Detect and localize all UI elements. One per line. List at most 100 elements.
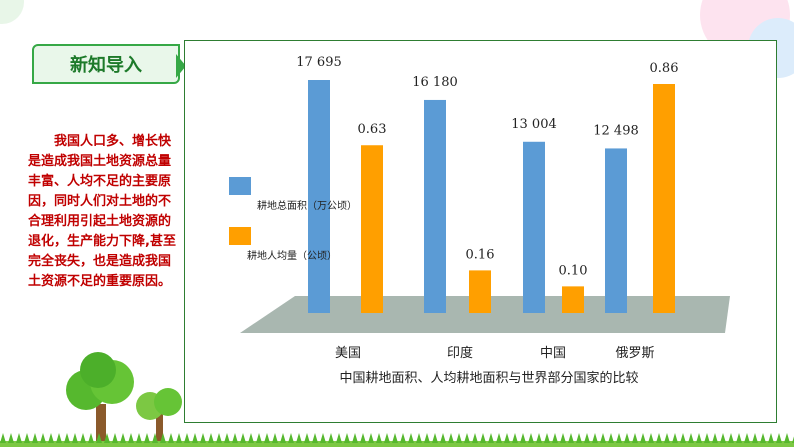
grass-blade bbox=[736, 433, 742, 443]
grass-blade bbox=[88, 433, 94, 443]
grass-blade bbox=[632, 433, 638, 443]
grass-blade bbox=[768, 433, 774, 443]
grass-blade bbox=[24, 433, 30, 443]
grass-blade bbox=[152, 433, 158, 443]
grass-blade bbox=[376, 433, 382, 443]
tag-arrow-icon bbox=[176, 54, 186, 78]
grass-blade bbox=[504, 433, 510, 443]
bar-per-capita-3 bbox=[653, 84, 675, 313]
legend-swatch-per-capita bbox=[229, 227, 251, 245]
grass-blade bbox=[480, 433, 486, 443]
grass-blade bbox=[448, 433, 454, 443]
grass-blade bbox=[552, 433, 558, 443]
grass-blade bbox=[456, 433, 462, 443]
grass-blade bbox=[48, 433, 54, 443]
grass-blade bbox=[16, 433, 22, 443]
grass-blade bbox=[648, 433, 654, 443]
grass-blade bbox=[544, 433, 550, 443]
grass-blade bbox=[744, 433, 750, 443]
grass-blade bbox=[160, 433, 166, 443]
grass-blade bbox=[368, 433, 374, 443]
grass-blade bbox=[464, 433, 470, 443]
grass-blade bbox=[352, 433, 358, 443]
grass-blade bbox=[104, 433, 110, 443]
grass-blade bbox=[672, 433, 678, 443]
grass-blade bbox=[64, 433, 70, 443]
grass-blade bbox=[216, 433, 222, 443]
data-label-per-capita-1: 0.16 bbox=[466, 247, 495, 262]
tree-icon bbox=[66, 352, 182, 444]
grass-blade bbox=[680, 433, 686, 443]
data-label-area-3: 12 498 bbox=[593, 123, 639, 138]
grass-blade bbox=[8, 433, 14, 443]
grass-blade bbox=[80, 433, 86, 443]
grass-blade bbox=[224, 433, 230, 443]
legend-label-per-capita: 耕地人均量（公顷） bbox=[247, 249, 337, 262]
data-label-per-capita-3: 0.86 bbox=[650, 61, 679, 76]
chart-panel: 17 695 16 180 13 004 12 498 0.63 0.16 0.10 0.86… bbox=[184, 40, 777, 423]
legend-swatch-area bbox=[229, 177, 251, 195]
grass-blade bbox=[304, 433, 310, 443]
grass-blade bbox=[704, 433, 710, 443]
bar-per-capita-2 bbox=[562, 286, 584, 313]
section-tag-label: 新知导入 bbox=[70, 55, 142, 76]
grass-blade bbox=[536, 433, 542, 443]
grass-blade bbox=[128, 433, 134, 443]
grass-blade bbox=[120, 433, 126, 443]
grass-blade bbox=[784, 433, 790, 443]
grass-blade bbox=[288, 433, 294, 443]
grass-blade bbox=[40, 433, 46, 443]
bar-per-capita-0 bbox=[361, 145, 383, 313]
grass-blade bbox=[344, 433, 350, 443]
category-label-2: 中国 bbox=[540, 346, 566, 361]
grass-blade bbox=[184, 433, 190, 443]
grass-blade bbox=[624, 433, 630, 443]
grass-blade bbox=[600, 433, 606, 443]
grass-blade bbox=[728, 433, 734, 443]
decor-circle-green bbox=[0, 0, 24, 24]
grass-blade bbox=[192, 433, 198, 443]
grass-blade bbox=[472, 433, 478, 443]
grass-blade bbox=[272, 433, 278, 443]
grass-blade bbox=[232, 433, 238, 443]
grass-blade bbox=[112, 433, 118, 443]
grass-blade bbox=[488, 433, 494, 443]
grass-blade bbox=[560, 433, 566, 443]
grass-blade bbox=[144, 433, 150, 443]
grass-blade bbox=[416, 433, 422, 443]
grass-blade bbox=[528, 433, 534, 443]
category-label-0: 美国 bbox=[335, 346, 361, 361]
chart: 17 695 16 180 13 004 12 498 0.63 0.16 0.10 0.86… bbox=[229, 55, 730, 386]
grass-blade bbox=[32, 433, 38, 443]
category-label-1: 印度 bbox=[447, 345, 473, 361]
grass-blade bbox=[56, 433, 62, 443]
grass-blade bbox=[512, 433, 518, 443]
grass-blade bbox=[440, 433, 446, 443]
grass-blade bbox=[696, 433, 702, 443]
grass-blade bbox=[320, 433, 326, 443]
section-tag: 新知导入 bbox=[32, 44, 180, 84]
bar-area-2 bbox=[523, 141, 545, 313]
grass-blade bbox=[328, 433, 334, 443]
grass-blade bbox=[408, 433, 414, 443]
chart-title: 中国耕地面积、人均耕地面积与世界部分国家的比较 bbox=[339, 370, 638, 386]
grass-blade bbox=[392, 433, 398, 443]
grass-blade bbox=[96, 433, 102, 443]
grass-blade bbox=[208, 433, 214, 443]
legend-label-area: 耕地总面积（万公顷） bbox=[257, 199, 357, 212]
data-label-area-0: 17 695 bbox=[296, 55, 342, 70]
grass-blade bbox=[176, 433, 182, 443]
grass-blade bbox=[248, 433, 254, 443]
grass-blade bbox=[136, 433, 142, 443]
intro-paragraph: 我国人口多、增长快是造成我国土地资源总量丰富、人均不足的主要原因，同时人们对土地… bbox=[28, 134, 176, 289]
grass-blade bbox=[584, 433, 590, 443]
grass-blade bbox=[312, 433, 318, 443]
grass-blade bbox=[520, 433, 526, 443]
grass-blade bbox=[616, 433, 622, 443]
grass-blade bbox=[576, 433, 582, 443]
data-label-per-capita-2: 0.10 bbox=[559, 263, 588, 278]
grass-blade bbox=[608, 433, 614, 443]
grass-blade bbox=[592, 433, 598, 443]
grass-blade bbox=[168, 433, 174, 443]
bar-per-capita-1 bbox=[469, 270, 491, 313]
